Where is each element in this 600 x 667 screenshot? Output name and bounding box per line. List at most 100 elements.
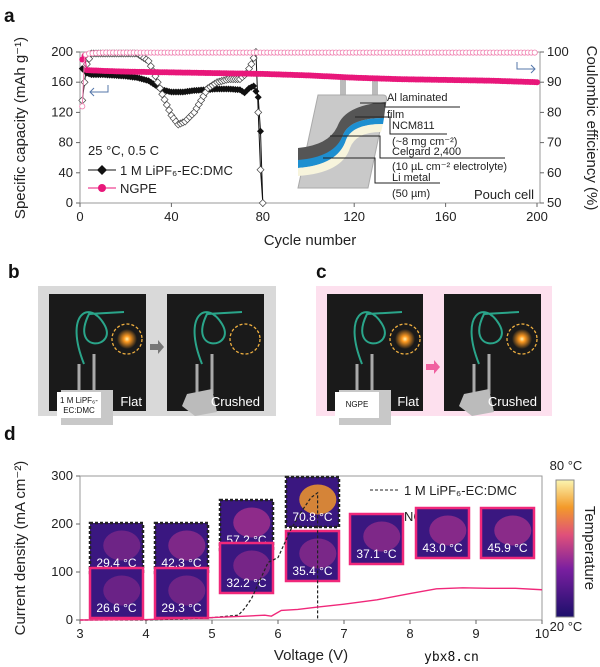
x-tick-label: 40 bbox=[164, 209, 178, 224]
wire bbox=[193, 311, 243, 365]
data-point bbox=[254, 108, 263, 117]
left-axis-arrow-icon bbox=[89, 85, 109, 97]
cell-label-box bbox=[57, 392, 101, 418]
thermal-hotspot bbox=[363, 521, 401, 552]
thermal-hotspot bbox=[494, 515, 532, 546]
thermal-frame bbox=[218, 541, 275, 595]
y-axis-label-a: Specific capacity (mAh g⁻¹) bbox=[12, 37, 29, 219]
data-point bbox=[80, 78, 89, 87]
thermal-image: 35.4 °C bbox=[284, 529, 341, 583]
inset-label: (10 µL cm⁻² electrolyte) bbox=[392, 161, 507, 173]
x-tick-label: 5 bbox=[208, 626, 215, 641]
y2-tick-label: 60 bbox=[547, 165, 561, 180]
led-glow bbox=[512, 329, 532, 349]
y-tick-label: 40 bbox=[59, 165, 73, 180]
photo-caption: Flat bbox=[397, 394, 419, 409]
data-point bbox=[165, 106, 174, 115]
temperature-label: 37.1 °C bbox=[356, 547, 396, 561]
colorbar-label: Temperature bbox=[581, 506, 598, 590]
panel-d-chart: 1 M LiPF₆-EC:DMC NGPE 80 °C 20 °C Temper… bbox=[12, 458, 598, 664]
colorbar-min-label: 20 °C bbox=[550, 619, 583, 634]
thermal-hotspot bbox=[299, 538, 337, 569]
thermal-hotspot bbox=[103, 530, 141, 561]
x-tick-label: 80 bbox=[256, 209, 270, 224]
thermal-frame bbox=[153, 566, 210, 620]
temperature-label: 43.0 °C bbox=[422, 541, 462, 555]
thermal-image: 45.9 °C bbox=[479, 506, 536, 560]
thermal-hotspot bbox=[233, 550, 271, 581]
thermal-image: 29.4 °C bbox=[88, 521, 145, 575]
inset-label: (~8 mg cm⁻²) bbox=[392, 136, 457, 148]
crushed-cell bbox=[459, 389, 494, 416]
led-glow bbox=[395, 329, 415, 349]
y-tick-label: 100 bbox=[51, 564, 73, 579]
temperature-label: 42.3 °C bbox=[161, 556, 201, 570]
y-axis-label-d: Current density (mA cm⁻²) bbox=[12, 461, 29, 636]
x-tick-label: 120 bbox=[343, 209, 365, 224]
x-tick-label: 4 bbox=[142, 626, 149, 641]
temperature-label: 29.4 °C bbox=[96, 556, 136, 570]
thermal-image: 37.1 °C bbox=[348, 512, 405, 566]
legend-label-liquid: 1 M LiPF₆-EC:DMC bbox=[404, 483, 517, 498]
data-point bbox=[79, 103, 86, 110]
y-tick-label: 300 bbox=[51, 468, 73, 483]
data-point bbox=[162, 100, 171, 109]
thermal-image: 43.0 °C bbox=[414, 506, 471, 560]
y2-tick-label: 70 bbox=[547, 135, 561, 150]
x-tick-label: 3 bbox=[76, 626, 83, 641]
wire bbox=[75, 311, 125, 365]
y2-axis-label-a: Coulombic efficiency (%) bbox=[583, 46, 600, 211]
thermal-image: 32.2 °C bbox=[218, 541, 275, 595]
colorbar-max-label: 80 °C bbox=[550, 458, 583, 473]
cell-label: NGPE bbox=[346, 400, 369, 409]
panel-b-photos: 1 M LiPF₆-EC:DMC Flat Crushed bbox=[49, 294, 264, 425]
inset-label: film bbox=[387, 109, 404, 121]
panel-label-c: c bbox=[316, 262, 327, 283]
data-point bbox=[250, 82, 258, 90]
condition-label: 25 °C, 0.5 C bbox=[88, 143, 159, 158]
inset-label: Al laminated bbox=[387, 92, 448, 104]
thermal-frame bbox=[88, 566, 145, 620]
wire bbox=[470, 311, 520, 365]
data-point bbox=[534, 79, 540, 86]
data-point bbox=[153, 78, 162, 87]
data-point bbox=[160, 95, 169, 104]
data-point bbox=[247, 60, 256, 69]
led-glow bbox=[117, 329, 137, 349]
data-point bbox=[256, 165, 265, 174]
photo-caption: Crushed bbox=[488, 394, 537, 409]
temperature-label: 26.6 °C bbox=[96, 601, 136, 615]
x-tick-label: 7 bbox=[340, 626, 347, 641]
cell-label-box bbox=[335, 392, 379, 418]
y-tick-label: 0 bbox=[66, 195, 73, 210]
data-point bbox=[254, 93, 262, 101]
x-tick-label: 6 bbox=[274, 626, 281, 641]
data-point bbox=[249, 54, 258, 63]
x-tick-label: 160 bbox=[435, 209, 457, 224]
photo-caption: Flat bbox=[120, 394, 142, 409]
arrow-icon bbox=[426, 360, 440, 374]
y-tick-label: 200 bbox=[51, 44, 73, 59]
temperature-colorbar bbox=[555, 479, 575, 618]
y2-tick-label: 80 bbox=[547, 104, 561, 119]
series-line bbox=[79, 587, 543, 621]
thermal-image: 26.6 °C bbox=[88, 566, 145, 620]
temperature-label: 45.9 °C bbox=[487, 541, 527, 555]
inset-label: Celgard 2,400 bbox=[392, 146, 461, 158]
thermal-hotspot bbox=[429, 515, 467, 546]
y-tick-label: 0 bbox=[66, 612, 73, 627]
thermal-hotspot bbox=[233, 507, 271, 538]
wire bbox=[353, 311, 403, 365]
x-tick-label: 9 bbox=[472, 626, 479, 641]
panel-c-photos: NGPE Flat Crushed bbox=[327, 294, 541, 425]
y2-tick-label: 90 bbox=[547, 74, 561, 89]
y-tick-label: 160 bbox=[51, 74, 73, 89]
panel-a-chart: Al laminated film NCM811 (~8 mg cm⁻²) Ce… bbox=[12, 37, 600, 249]
led-highlight-circle bbox=[229, 323, 261, 355]
legend-label-liquid: 1 M LiPF₆-EC:DMC bbox=[120, 163, 233, 178]
x-axis-label-d: Voltage (V) bbox=[274, 647, 348, 664]
temperature-label: 70.8 °C bbox=[292, 510, 332, 524]
thermal-frame bbox=[284, 529, 341, 583]
